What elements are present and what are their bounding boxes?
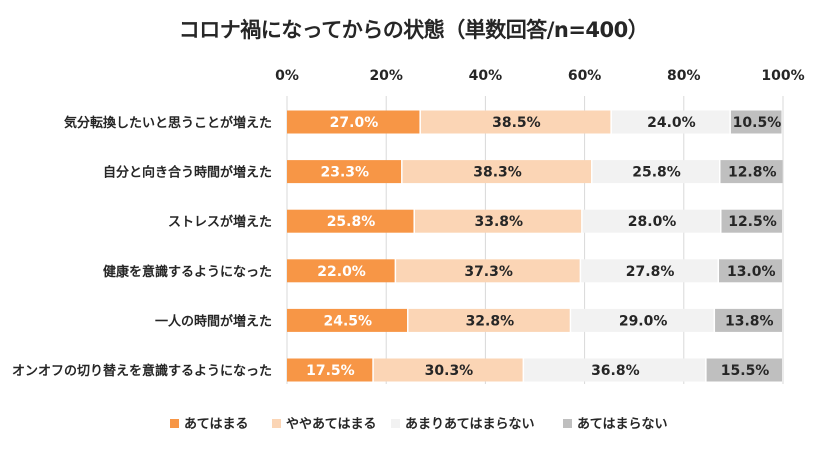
- data-label: 22.0%: [317, 264, 366, 280]
- x-tick-label: 100%: [761, 68, 804, 84]
- legend-label: あてはまらない: [577, 417, 667, 432]
- x-tick-label: 0%: [275, 68, 299, 84]
- x-tick-label: 40%: [469, 68, 503, 84]
- legend-label: ややあてはまる: [286, 417, 376, 432]
- data-label: 15.5%: [721, 363, 770, 379]
- category-label: オンオフの切り替えを意識するようになった: [12, 363, 272, 379]
- data-label: 32.8%: [466, 313, 515, 329]
- data-label: 29.0%: [619, 313, 668, 329]
- data-label: 38.5%: [492, 115, 541, 131]
- data-label: 28.0%: [628, 214, 677, 230]
- stacked-bar-chart: 0% 20% 40% 60% 80% 100% 気分転換したいと思うことが増えた 27.0% 3…: [0, 0, 827, 454]
- data-label: 33.8%: [475, 214, 524, 230]
- data-label: 27.0%: [330, 115, 379, 131]
- data-label: 38.3%: [473, 165, 522, 181]
- data-label: 12.8%: [728, 165, 777, 181]
- category-label: 健康を意識するようになった: [103, 264, 272, 280]
- data-label: 10.5%: [733, 115, 782, 131]
- data-label: 27.8%: [626, 264, 675, 280]
- data-label: 30.3%: [425, 363, 474, 379]
- data-label: 25.8%: [632, 165, 681, 181]
- x-tick-label: 20%: [369, 68, 403, 84]
- category-label: 気分転換したいと思うことが増えた: [64, 115, 272, 131]
- data-label: 24.0%: [647, 115, 696, 131]
- data-label: 36.8%: [591, 363, 640, 379]
- data-label: 37.3%: [464, 264, 513, 280]
- data-label: 13.0%: [727, 264, 776, 280]
- category-label: 一人の時間が増えた: [155, 313, 272, 329]
- category-label: 自分と向き合う時間が増えた: [103, 165, 272, 181]
- data-label: 24.5%: [323, 313, 372, 329]
- data-label: 13.8%: [725, 313, 774, 329]
- x-tick-label: 80%: [667, 68, 701, 84]
- legend-swatch: [170, 419, 179, 428]
- legend-label: あまりあてはまらない: [405, 417, 534, 432]
- data-label: 25.8%: [327, 214, 376, 230]
- data-label: 17.5%: [306, 363, 355, 379]
- legend-swatch: [563, 419, 572, 428]
- data-label: 23.3%: [320, 165, 369, 181]
- category-label: ストレスが増えた: [168, 214, 272, 230]
- legend-swatch: [272, 419, 281, 428]
- data-label: 12.5%: [728, 214, 777, 230]
- legend-label: あてはまる: [184, 417, 248, 432]
- legend-swatch: [391, 419, 400, 428]
- x-tick-label: 60%: [568, 68, 602, 84]
